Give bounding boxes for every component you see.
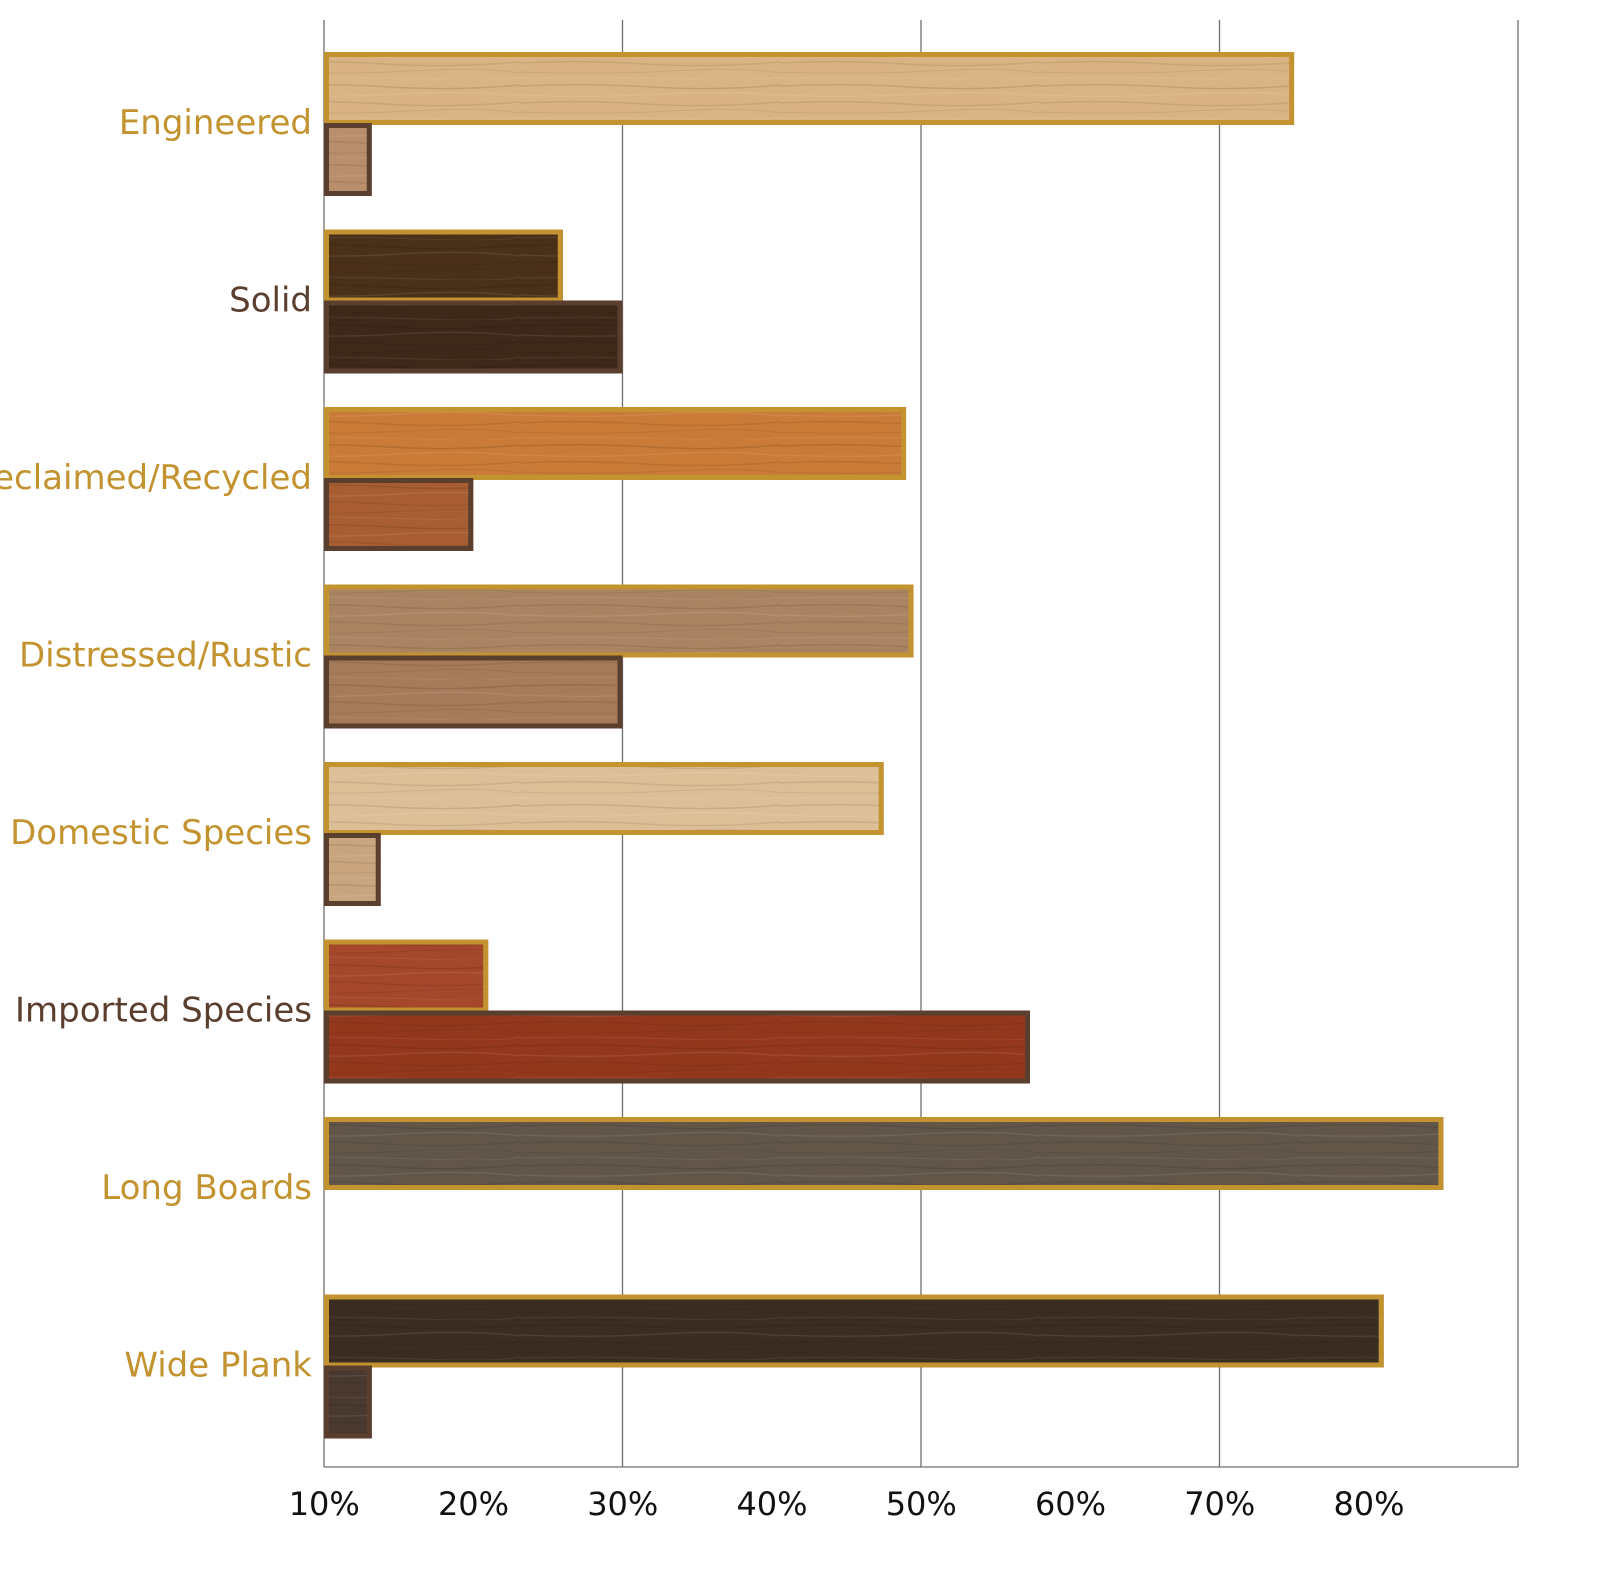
bar-group-imported-species-s2 (324, 1010, 1030, 1084)
bar-group-wide-plank-s2 (324, 1365, 372, 1439)
bar-group-distressed-rustic-s2 (324, 655, 623, 729)
category-label-wide-plank: Wide Plank (124, 1346, 312, 1386)
labels-layer: Engineered Solid Reclaimed/Recycled Distres… (0, 103, 312, 1386)
bar-group-long-boards-s1 (324, 1117, 1444, 1190)
x-tick-label: 80% (1333, 1485, 1404, 1523)
x-tick-label: 10% (289, 1485, 360, 1523)
bar-group-domestic-species-s2 (324, 833, 381, 906)
bar-group-wide-plank-s1 (324, 1294, 1384, 1368)
bar-group-domestic-species-s1 (324, 762, 884, 835)
bar-group-reclaimed-recycled-s1 (324, 407, 907, 480)
bar-group-engineered-s1 (324, 52, 1295, 125)
bar-grain-domestic-species-series-1 (324, 762, 884, 835)
category-label-domestic-species: Domestic Species (10, 813, 312, 853)
bar-group-engineered-s2 (324, 123, 372, 196)
bar-border-distressed-rustic-series-2 (324, 655, 623, 729)
bar-grain-solid-series-2 (324, 300, 623, 374)
category-label-long-boards: Long Boards (101, 1168, 312, 1208)
bar-grain-imported-species-series-2 (324, 1010, 1030, 1084)
bar-border-domestic-species-series-2 (324, 833, 381, 906)
category-label-distressed-rustic: Distressed/Rustic (19, 636, 312, 676)
bar-grain-long-boards-series-1 (324, 1117, 1444, 1190)
bar-grain-imported-species-series-1 (324, 939, 489, 1013)
bar-group-solid-s2 (324, 300, 623, 374)
bar-border-long-boards-series-1 (324, 1117, 1444, 1190)
bar-grain-solid-series-1 (324, 229, 563, 303)
category-label-solid: Solid (229, 281, 312, 321)
bar-group-distressed-rustic-s1 (324, 584, 914, 658)
x-tick-label: 60% (1035, 1485, 1106, 1523)
x-tick-label: 20% (438, 1485, 509, 1523)
bar-border-solid-series-2 (324, 300, 623, 374)
bar-border-reclaimed-recycled-series-1 (324, 407, 907, 480)
category-label-reclaimed-recycled: Reclaimed/Recycled (0, 458, 312, 498)
bar-border-imported-species-series-1 (324, 939, 489, 1013)
bar-grain-reclaimed-recycled-series-2 (324, 478, 474, 551)
category-label-engineered: Engineered (119, 103, 312, 143)
bar-border-imported-species-series-2 (324, 1010, 1030, 1084)
bars-layer (324, 52, 1444, 1439)
bar-grain-reclaimed-recycled-series-1 (324, 407, 907, 480)
bar-border-solid-series-1 (324, 229, 563, 303)
bar-grain-wide-plank-series-1 (324, 1294, 1384, 1368)
bar-group-reclaimed-recycled-s2 (324, 478, 474, 551)
grid-layer (323, 20, 1519, 1468)
bar-border-reclaimed-recycled-series-2 (324, 478, 474, 551)
category-label-imported-species: Imported Species (15, 991, 312, 1031)
bar-border-wide-plank-series-2 (324, 1365, 372, 1439)
x-tick-label: 30% (587, 1485, 658, 1523)
bar-border-engineered-series-1 (324, 52, 1295, 125)
bar-grain-distressed-rustic-series-2 (324, 655, 623, 729)
x-tick-label: 70% (1184, 1485, 1255, 1523)
bar-grain-engineered-series-2 (324, 123, 372, 196)
bar-border-distressed-rustic-series-1 (324, 584, 914, 658)
bar-group-solid-s1 (324, 229, 563, 303)
bar-grain-wide-plank-series-2 (324, 1365, 372, 1439)
x-tick-label: 50% (886, 1485, 957, 1523)
ticks-layer: 10% 20% 30% 40% 50% 60% 70% 80% (289, 1485, 1405, 1523)
bar-border-engineered-series-2 (324, 123, 372, 196)
x-tick-label: 40% (736, 1485, 807, 1523)
bar-group-imported-species-s1 (324, 939, 489, 1013)
bar-grain-engineered-series-1 (324, 52, 1295, 125)
bar-border-wide-plank-series-1 (324, 1294, 1384, 1368)
bar-grain-distressed-rustic-series-1 (324, 584, 914, 658)
bar-grain-domestic-species-series-2 (324, 833, 381, 906)
bar-border-domestic-species-series-1 (324, 762, 884, 835)
